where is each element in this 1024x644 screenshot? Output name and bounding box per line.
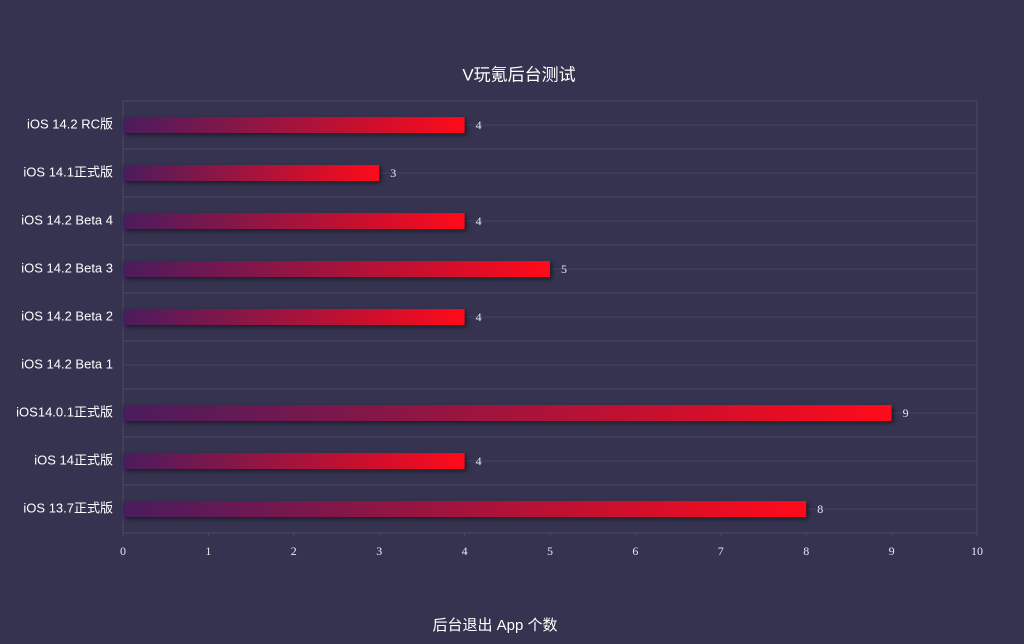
value-label: 4 bbox=[476, 454, 482, 468]
y-tick-label: iOS 13.7正式版 bbox=[23, 500, 113, 515]
value-label: 3 bbox=[390, 166, 396, 180]
y-tick-label: iOS 14.2 Beta 4 bbox=[21, 212, 113, 227]
bar bbox=[123, 405, 892, 421]
x-tick-label: 1 bbox=[205, 544, 211, 558]
bar bbox=[123, 309, 465, 325]
value-label: 8 bbox=[817, 502, 823, 516]
x-tick-label: 9 bbox=[889, 544, 895, 558]
x-tick-label: 0 bbox=[120, 544, 126, 558]
value-label: 4 bbox=[476, 118, 482, 132]
x-tick-label: 8 bbox=[803, 544, 809, 558]
y-tick-label: iOS 14.2 Beta 2 bbox=[21, 308, 113, 323]
x-tick-label: 2 bbox=[291, 544, 297, 558]
y-tick-label: iOS 14.2 Beta 3 bbox=[21, 260, 113, 275]
y-tick-label: iOS 14.2 RC版 bbox=[27, 116, 113, 131]
value-label: 4 bbox=[476, 310, 482, 324]
bar bbox=[123, 165, 380, 181]
x-axis-label: 后台退出 App 个数 bbox=[432, 617, 557, 634]
x-tick-label: 10 bbox=[971, 544, 983, 558]
value-label: 4 bbox=[476, 214, 482, 228]
bar bbox=[123, 501, 807, 517]
bar bbox=[123, 117, 465, 133]
y-tick-label: iOS 14.2 Beta 1 bbox=[21, 356, 113, 371]
chart-title: V玩氪后台测试 bbox=[462, 65, 575, 84]
y-tick-label: iOS 14正式版 bbox=[34, 452, 113, 467]
bar bbox=[123, 453, 465, 469]
bar bbox=[123, 213, 465, 229]
bar bbox=[123, 261, 550, 277]
x-tick-label: 4 bbox=[462, 544, 468, 558]
y-tick-label: iOS 14.1正式版 bbox=[23, 164, 113, 179]
x-tick-label: 6 bbox=[632, 544, 638, 558]
x-tick-label: 5 bbox=[547, 544, 553, 558]
y-tick-label: iOS14.0.1正式版 bbox=[16, 404, 113, 419]
value-label: 5 bbox=[561, 262, 567, 276]
value-label: 9 bbox=[903, 406, 909, 420]
x-tick-label: 7 bbox=[718, 544, 724, 558]
x-tick-label: 3 bbox=[376, 544, 382, 558]
